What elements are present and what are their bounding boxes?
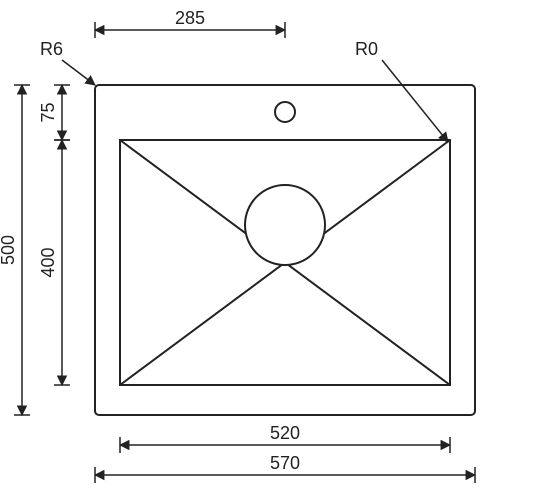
sink-dimension-drawing: 285 520 570 500 400 75 R6 R0 <box>0 0 557 501</box>
tap-hole <box>275 102 295 122</box>
label-r0 <box>382 60 448 142</box>
dim-left_inner-value: 400 <box>38 247 58 277</box>
drain-circle <box>245 185 325 265</box>
label-r0-value: R0 <box>355 39 378 59</box>
dim-top_half_width-value: 285 <box>175 8 205 28</box>
dim-bottom_inner-value: 520 <box>270 423 300 443</box>
dim-left_tap-value: 75 <box>38 102 58 122</box>
label-r6 <box>62 60 95 85</box>
dim-left_outer-value: 500 <box>0 235 18 265</box>
label-r6-value: R6 <box>40 39 63 59</box>
dim-bottom_outer-value: 570 <box>270 453 300 473</box>
